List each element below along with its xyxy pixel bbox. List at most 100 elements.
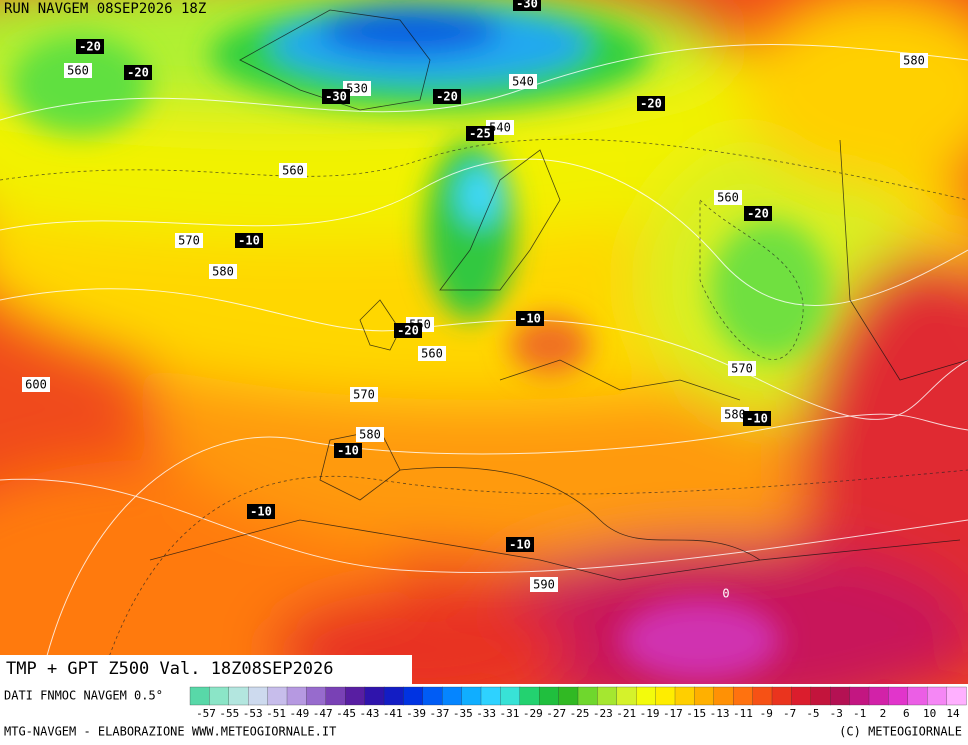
- colorbar-label: 14: [946, 707, 960, 720]
- colorbar-label: -11: [733, 707, 753, 720]
- temperature-label-box: [247, 504, 275, 519]
- height-label-text: 600: [25, 378, 47, 392]
- height-label: 600: [22, 377, 50, 392]
- height-label-text: 580: [724, 408, 746, 422]
- colorbar-label: -41: [383, 707, 403, 720]
- colorbar-cell: [558, 686, 579, 706]
- height-label-box: [721, 407, 749, 422]
- colorbar-cell: [461, 686, 482, 706]
- credit-left: MTG-NAVGEM - ELABORAZIONE WWW.METEOGIORN…: [4, 725, 336, 739]
- temperature-label: -25: [466, 126, 494, 141]
- temperature-label-box: [433, 89, 461, 104]
- colorbar-cell: [733, 686, 754, 706]
- credit-right: (C) METEOGIORNALE: [839, 725, 962, 739]
- colorbar-cell: [830, 686, 851, 706]
- temperature-label: -20: [744, 206, 772, 221]
- height-label-text: 560: [717, 191, 739, 205]
- temperature-label: -20: [124, 65, 152, 80]
- temperature-label: -10: [247, 504, 275, 519]
- height-label-text: 590: [533, 578, 555, 592]
- colorbar-label: -35: [453, 707, 473, 720]
- height-label-text: 540: [512, 75, 534, 89]
- height-label-text: 570: [353, 388, 375, 402]
- height-label: 580: [356, 427, 384, 442]
- colorbar-cell: [694, 686, 715, 706]
- colorbar-label: -47: [313, 707, 333, 720]
- height-label: 570: [175, 233, 203, 248]
- height-label-box: [530, 577, 558, 592]
- height-label-text: 580: [903, 54, 925, 68]
- source-note: DATI FNMOC NAVGEM 0.5°: [4, 689, 163, 703]
- colorbar-label: -5: [806, 707, 819, 720]
- height-label-box: [175, 233, 203, 248]
- temperature-label: -10: [235, 233, 263, 248]
- colorbar-cell: [597, 686, 618, 706]
- map-title: TMP + GPT Z500 Val. 18Z08SEP2026: [6, 659, 334, 679]
- height-label-text: 580: [359, 428, 381, 442]
- colorbar-label: -21: [616, 707, 636, 720]
- colorbar-cell: [364, 686, 385, 706]
- colorbar-cell: [442, 686, 463, 706]
- colorbar-cell: [228, 686, 249, 706]
- height-label-box: [22, 377, 50, 392]
- height-label-text: 580: [212, 265, 234, 279]
- colorbar-cell: [888, 686, 909, 706]
- colorbar-cell: [713, 686, 734, 706]
- height-label: 570: [350, 387, 378, 402]
- temperature-label-text: -10: [337, 444, 359, 458]
- temperature-label: -30: [322, 89, 350, 104]
- temperature-label-text: -20: [397, 324, 419, 338]
- height-label: 560: [64, 63, 92, 78]
- colorbar-cell: [927, 686, 948, 706]
- height-label-box: [728, 361, 756, 376]
- temperature-label-text: -30: [516, 0, 538, 11]
- height-label-box: [714, 190, 742, 205]
- colorbar-cell: [636, 686, 657, 706]
- temperature-label-text: -30: [325, 90, 347, 104]
- colorbar-cell: [189, 686, 211, 706]
- colorbar-cell: [500, 686, 521, 706]
- colorbar-label: -45: [336, 707, 356, 720]
- height-label: 580: [209, 264, 237, 279]
- temperature-label-text: 0: [722, 587, 729, 601]
- temperature-label-box: [743, 411, 771, 426]
- height-label: 560: [714, 190, 742, 205]
- temperature-label: -20: [433, 89, 461, 104]
- temperature-label-text: -20: [747, 207, 769, 221]
- colorbar-cell: [519, 686, 540, 706]
- colorbar-label: -51: [266, 707, 286, 720]
- colorbar-cell: [771, 686, 793, 706]
- colorbar-label: -19: [640, 707, 660, 720]
- colorbar-label: -29: [523, 707, 543, 720]
- colorbar-label: -27: [546, 707, 566, 720]
- colorbar-cell: [286, 686, 308, 706]
- colorbar-label: -15: [686, 707, 706, 720]
- colorbar-label: -55: [219, 707, 239, 720]
- height-label-text: 570: [178, 234, 200, 248]
- temperature-label: -20: [76, 39, 104, 54]
- height-label-text: 570: [731, 362, 753, 376]
- height-label-text: 530: [346, 82, 368, 96]
- colorbar-cell: [946, 686, 967, 706]
- temperature-label-box: [322, 89, 350, 104]
- colorbar-cell: [868, 686, 890, 706]
- height-label-text: 560: [421, 347, 443, 361]
- colorbar-cell: [248, 686, 269, 706]
- colorbar-label: -57: [196, 707, 216, 720]
- colorbar-label: -33: [476, 707, 496, 720]
- temperature-label-text: -10: [519, 312, 541, 326]
- temperature-label-box: [76, 39, 104, 54]
- colorbar-label: -37: [430, 707, 450, 720]
- colorbar-cell: [907, 686, 928, 706]
- colorbar-label: -13: [710, 707, 730, 720]
- temperature-label-text: -10: [250, 505, 272, 519]
- temperature-label: -30: [513, 0, 541, 11]
- height-label-text: 560: [67, 64, 89, 78]
- temperature-label-box: [506, 537, 534, 552]
- height-label: 570: [728, 361, 756, 376]
- height-label-text: 540: [489, 121, 511, 135]
- height-label: 560: [279, 163, 307, 178]
- temperature-label-box: [394, 323, 422, 338]
- colorbar-label: -7: [783, 707, 796, 720]
